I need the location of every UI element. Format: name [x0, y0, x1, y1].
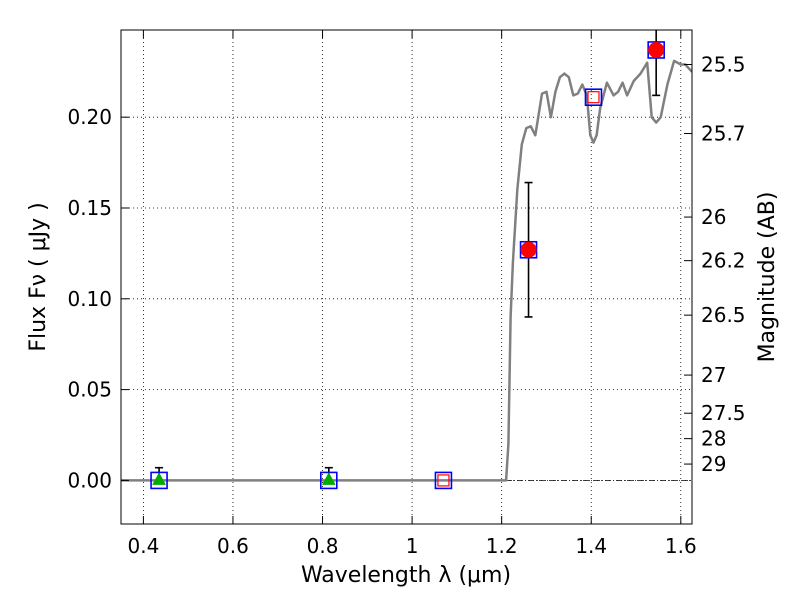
y2-tick-label: 27 [701, 363, 726, 387]
model-flux-square [584, 88, 603, 106]
model-spectrum-line [121, 59, 692, 482]
x-tick-label: 1.2 [486, 534, 518, 558]
y-axis-label: Flux Fν ( μJy ) [26, 202, 51, 351]
y-tick-label: 0.10 [67, 287, 112, 311]
upper-limit-square [437, 474, 450, 487]
y2-tick-label: 28 [701, 427, 726, 451]
y-tick-label: 0.20 [67, 105, 112, 129]
y-tick-label: 0.00 [67, 468, 112, 492]
y2-tick-label: 26.2 [701, 249, 746, 273]
x-tick-label: 0.6 [217, 534, 249, 558]
upper-limit-square [587, 91, 600, 104]
grid-lines [121, 30, 692, 524]
x-tick-label: 0.8 [307, 534, 339, 558]
y2-tick-label: 26.5 [701, 303, 746, 327]
x-tick-label: 0.4 [127, 534, 159, 558]
y2-tick-label: 25.7 [701, 122, 746, 146]
y-tick-label: 0.15 [67, 196, 112, 220]
y-tick-label: 0.05 [67, 378, 112, 402]
x-tick-label: 1.6 [665, 534, 697, 558]
detection-point [520, 241, 537, 258]
nondetection-triangle [152, 472, 166, 485]
y2-tick-label: 27.5 [701, 401, 746, 425]
y-axis: 0.00 0.05 0.10 0.15 0.20 [67, 105, 129, 492]
y2-tick-label: 25.5 [701, 53, 746, 77]
y2-tick-label: 29 [701, 452, 726, 476]
model-flux-square [434, 471, 453, 490]
nondetection-triangle [321, 472, 336, 485]
chart-marks [121, 30, 692, 490]
plot-frame [120, 29, 693, 525]
y2-axis-label: Magnitude (AB) [755, 192, 780, 363]
x-axis-label: Wavelength λ (μm) [301, 563, 511, 588]
x-tick-label: 1 [406, 534, 419, 558]
x-tick-label: 1.4 [575, 534, 607, 558]
x-axis: 0.4 0.6 0.8 1 1.2 1.4 1.6 [127, 30, 697, 558]
y2-tick-label: 26 [701, 205, 726, 229]
detection-point [648, 41, 665, 58]
